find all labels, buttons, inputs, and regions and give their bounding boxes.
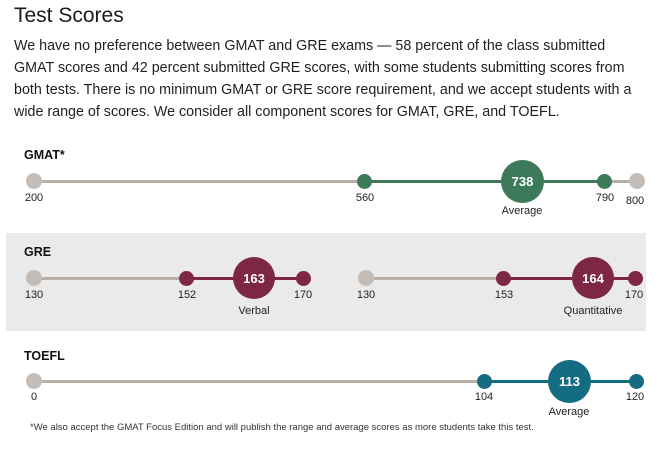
gmat-high-label: 790 [595,192,615,204]
gre-quant-high-dot [628,271,643,286]
gmat-range-track [364,180,605,183]
gmat-average-caption: Average [501,205,543,217]
gre-verbal-high-dot [296,271,311,286]
toefl-min-label: 0 [30,391,38,403]
toefl-min-dot [26,373,42,389]
page-title: Test Scores [14,4,124,27]
intro-paragraph: We have no preference between GMAT and G… [14,38,632,120]
toefl-average-bubble: 113 [548,360,591,403]
gre-verbal-min-label: 130 [24,289,44,301]
toefl-low-dot [477,374,492,389]
gmat-low-dot [357,174,372,189]
gre-quant-high-label: 170 [624,289,644,301]
gre-quant-average-bubble: 164 [572,257,614,299]
gmat-max-dot [629,173,645,189]
gre-section-label: GRE [24,245,52,259]
gre-quant-min-dot [358,270,374,286]
toefl-full-track [34,380,637,383]
toefl-high-dot [629,374,644,389]
gmat-full-track [34,180,637,183]
toefl-low-label: 104 [474,391,494,403]
gmat-average-bubble: 738 [501,160,544,203]
gre-verbal-low-label: 152 [177,289,197,301]
gre-quant-caption: Quantitative [563,305,623,317]
gre-section-background [6,233,646,331]
gmat-min-label: 200 [24,192,44,204]
gre-verbal-high-label: 170 [293,289,313,301]
gmat-high-dot [597,174,612,189]
gmat-min-dot [26,173,42,189]
gmat-max-label: 800 [625,195,645,207]
gre-quant-range-track [504,277,636,280]
gre-quant-low-label: 153 [494,289,514,301]
gmat-section-label: GMAT* [24,148,65,162]
gre-verbal-full-track [34,277,304,280]
gre-verbal-low-dot [179,271,194,286]
gre-quant-low-dot [496,271,511,286]
gre-verbal-average-bubble: 163 [233,257,275,299]
toefl-average-caption: Average [548,406,590,418]
gre-verbal-caption: Verbal [238,305,270,317]
footnote: *We also accept the GMAT Focus Edition a… [30,422,534,433]
gmat-low-label: 560 [355,192,375,204]
gre-verbal-min-dot [26,270,42,286]
toefl-high-label: 120 [625,391,645,403]
gre-quant-min-label: 130 [356,289,376,301]
toefl-section-label: TOEFL [24,349,65,363]
